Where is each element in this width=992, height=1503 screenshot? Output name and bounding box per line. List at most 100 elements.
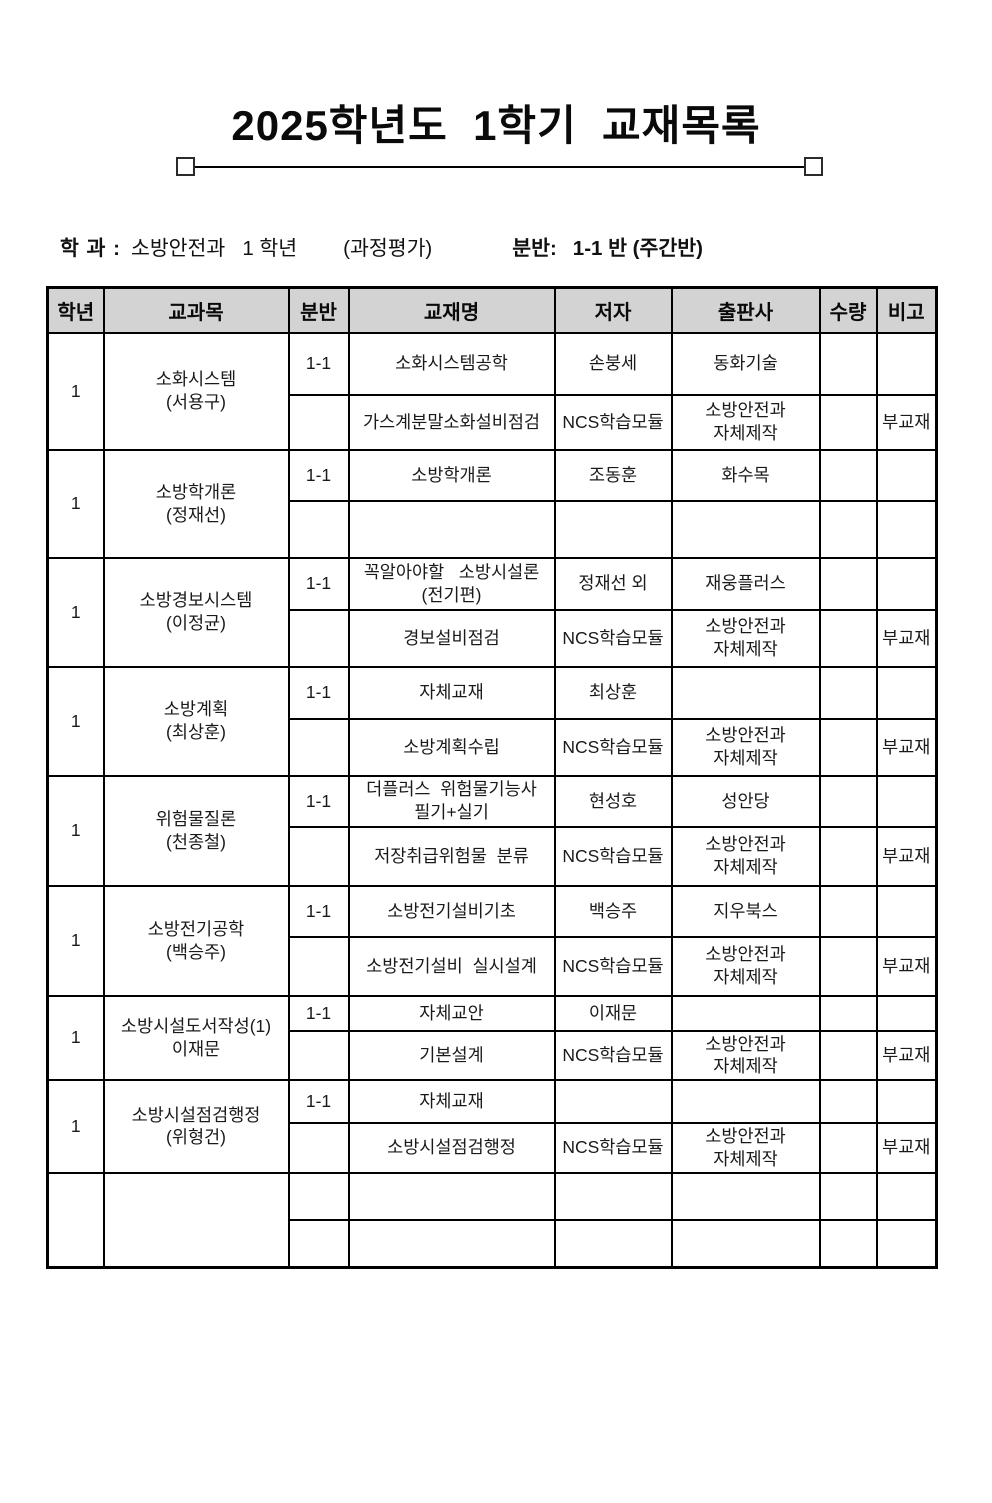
table-row: 1 위험물질론 (천종철) 1-1 더플러스 위험물기능사 필기+실기 현성호 성안당 bbox=[46, 774, 938, 887]
cell-text-line: 자체제작 bbox=[713, 639, 778, 659]
author-cell: NCS학습모듈 bbox=[553, 935, 673, 997]
subject-cell: 위험물질론 (천종철) bbox=[102, 774, 290, 887]
table-row bbox=[48, 1218, 938, 1269]
publisher-cell: 동화기술 bbox=[670, 331, 821, 396]
quantity-cell bbox=[818, 717, 878, 777]
cell-text-line: 꼭알아야할 소방시설론 bbox=[363, 561, 540, 582]
quantity-cell bbox=[818, 1079, 878, 1124]
note-cell bbox=[875, 556, 938, 611]
note-cell: 부교재 bbox=[875, 393, 938, 451]
publisher-cell: 화수목 bbox=[670, 448, 821, 502]
note-cell bbox=[875, 331, 938, 396]
cell-text-line: 최상훈 bbox=[588, 682, 638, 703]
cell-text-line: 1-1 bbox=[305, 573, 332, 594]
cell-text-line: 소방안전과 bbox=[705, 400, 786, 421]
cell-text-line: NCS학습모듈 bbox=[562, 1137, 664, 1158]
col-header-subject: 교과목 bbox=[102, 286, 290, 334]
cell-text-line: 동화기술 bbox=[713, 353, 778, 374]
cell-text-line: 화수목 bbox=[721, 464, 770, 485]
cell-text-line: 기본설계 bbox=[419, 1044, 484, 1065]
quantity-cell bbox=[818, 1218, 878, 1269]
book-title-cell: 더플러스 위험물기능사 필기+실기 bbox=[347, 774, 556, 828]
subject-cell: 소방전기공학 (백승주) bbox=[102, 884, 290, 997]
col-header-note: 비고 bbox=[875, 286, 938, 334]
cell-text-line: 소방전기설비 실시설계 bbox=[366, 955, 537, 976]
cell-text-line: 1 bbox=[70, 1115, 81, 1136]
cell-text-line: 소방시설도서작성(1) bbox=[120, 1016, 272, 1036]
grade-cell: 1 bbox=[46, 448, 105, 559]
class-cell bbox=[287, 1122, 350, 1174]
table-row: 1 소방시설점검행정 (위형건) 1-1 자체교재 bbox=[46, 1079, 938, 1174]
quantity-cell bbox=[818, 825, 878, 887]
cell-text-line: 소화시스템공학 bbox=[395, 353, 508, 374]
cell-text-line: 백승주 bbox=[588, 900, 638, 921]
col-header-publisher: 출판사 bbox=[670, 286, 821, 334]
publisher-cell: 소방안전과 자체제작 bbox=[670, 935, 821, 997]
note-cell: 부교재 bbox=[875, 1122, 938, 1174]
table-row: 기본설계 NCS학습모듈 소방안전과 자체제작 부교재 bbox=[48, 1029, 938, 1081]
cell-text-line: (정재선) bbox=[166, 504, 226, 525]
cell-text-line: (전기편) bbox=[421, 584, 482, 605]
publisher-cell bbox=[670, 1079, 821, 1124]
cell-text-line: (위형건) bbox=[166, 1127, 226, 1148]
book-title-cell: 소방계획수립 bbox=[347, 717, 556, 777]
note-cell: 부교재 bbox=[875, 935, 938, 997]
quantity-cell bbox=[818, 884, 878, 938]
cell-text-line: 자체제작 bbox=[713, 967, 778, 987]
cell-text-line: 부교재 bbox=[882, 411, 931, 432]
quantity-cell bbox=[818, 448, 878, 502]
cell-text-line: 자체교재 bbox=[419, 1091, 484, 1112]
cell-text-line: 손붕세 bbox=[588, 353, 638, 374]
table-row bbox=[46, 1171, 938, 1269]
cell-text-line: 1-1 bbox=[305, 1091, 332, 1112]
document-page: 2025학년도 1학기 교재목록 학 과 : 소방안전과 1 학년 (과정평가)… bbox=[0, 100, 992, 1503]
class-cell bbox=[287, 393, 350, 451]
author-cell bbox=[553, 1171, 673, 1221]
cell-text-line: 부교재 bbox=[882, 1137, 931, 1158]
cell-text-line: NCS학습모듈 bbox=[562, 627, 664, 648]
subject-cell: 소방경보시스템 (이정균) bbox=[102, 556, 290, 668]
note-cell: 부교재 bbox=[875, 825, 938, 887]
class-cell bbox=[287, 1171, 350, 1221]
author-cell bbox=[553, 1218, 673, 1269]
cell-text-line: 소방안전과 bbox=[705, 944, 786, 965]
cell-text-line: 1-1 bbox=[305, 900, 332, 921]
cell-text-line: 소방계획수립 bbox=[403, 736, 500, 757]
class-label: 분반: bbox=[512, 236, 557, 260]
cell-text-line: 1 bbox=[70, 380, 81, 401]
evaluation-note: (과정평가) bbox=[343, 236, 433, 260]
author-cell: NCS학습모듈 bbox=[553, 825, 673, 887]
cell-text-line: 저장취급위험물 분류 bbox=[374, 845, 529, 866]
author-cell bbox=[553, 1079, 673, 1124]
cell-text-line: NCS학습모듈 bbox=[562, 411, 664, 432]
table-row: 소방전기설비 실시설계 NCS학습모듈 소방안전과 자체제작 부교재 bbox=[48, 935, 938, 997]
cell-text-line: NCS학습모듈 bbox=[562, 1044, 664, 1065]
table-row: 1 소방시설도서작성(1) 이재문 1-1 자체교안 이재문 bbox=[46, 994, 938, 1081]
book-title-cell: 소방학개론 bbox=[347, 448, 556, 502]
note-cell bbox=[875, 499, 938, 559]
grade-cell: 1 bbox=[46, 331, 105, 451]
note-cell bbox=[875, 884, 938, 938]
cell-text-line: 소방안전과 bbox=[705, 1033, 786, 1054]
cell-text-line: 가스계분말소화설비점검 bbox=[362, 411, 541, 432]
cell-text-line: 자체제작 bbox=[713, 857, 778, 877]
cell-text-line: 이재문 bbox=[171, 1038, 221, 1059]
department-info-line: 학 과 : 소방안전과 1 학년 (과정평가) 분반: 1-1 반 (주간반) bbox=[60, 231, 992, 261]
cell-text-line: 소방전기공학 bbox=[147, 918, 245, 939]
book-title-cell: 기본설계 bbox=[347, 1029, 556, 1081]
note-cell: 부교재 bbox=[875, 1029, 938, 1081]
cell-text-line: 자체교재 bbox=[419, 682, 484, 703]
quantity-cell bbox=[818, 1122, 878, 1174]
cell-text-line: 정재선 외 bbox=[578, 573, 648, 594]
book-title-cell: 소방전기설비기초 bbox=[347, 884, 556, 938]
cell-text-line: 소방시설점검행정 bbox=[387, 1137, 516, 1158]
class-cell: 1-1 bbox=[287, 448, 350, 502]
subject-cell: 소방시설도서작성(1) 이재문 bbox=[102, 994, 290, 1081]
grade-cell: 1 bbox=[46, 884, 105, 997]
table-row: 1 소방경보시스템 (이정균) 1-1 꼭알아야할 소방시설론 (전기편) 정재선 외 재웅플… bbox=[46, 556, 938, 668]
class-cell bbox=[287, 825, 350, 887]
class-cell bbox=[287, 499, 350, 559]
publisher-cell: 성안당 bbox=[670, 774, 821, 828]
cell-text-line: 1-1 bbox=[305, 353, 332, 374]
horizontal-rule bbox=[195, 165, 804, 168]
